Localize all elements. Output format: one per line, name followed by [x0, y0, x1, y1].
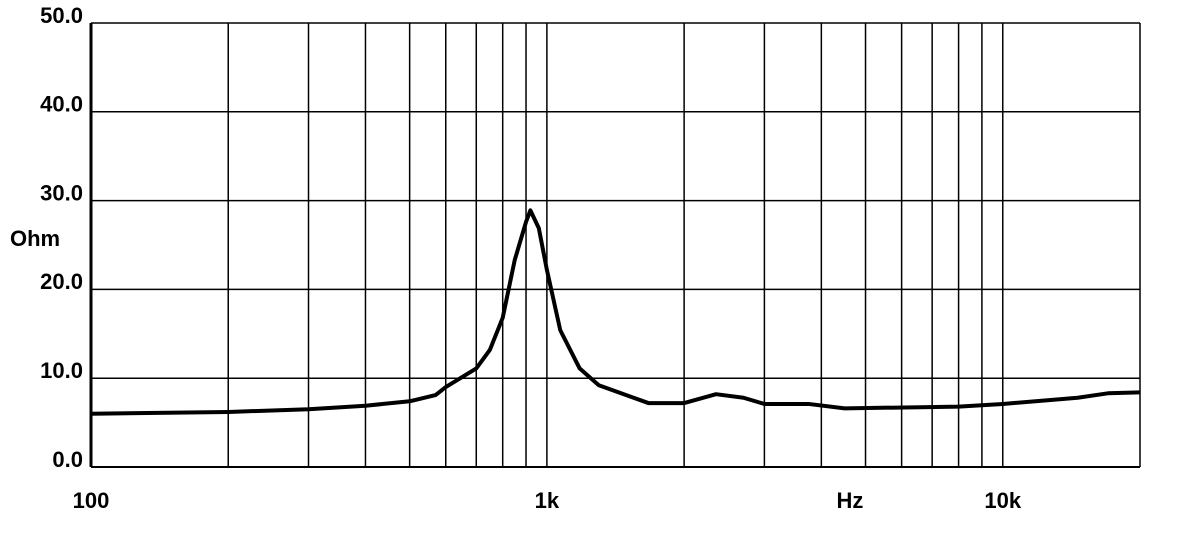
- x-tick-label: 100: [73, 488, 110, 513]
- y-tick-label: 20.0: [40, 269, 83, 294]
- x-tick-label: 10k: [984, 488, 1021, 513]
- y-tick-label: 30.0: [40, 180, 83, 205]
- x-tick-label: 1k: [535, 488, 560, 513]
- x-axis-label: Hz: [837, 488, 864, 513]
- y-axis-label: Ohm: [10, 226, 60, 251]
- y-tick-label: 0.0: [52, 447, 83, 472]
- y-tick-label: 40.0: [40, 92, 83, 117]
- impedance-curve: [90, 208, 1141, 416]
- y-tick-label: 10.0: [40, 358, 83, 383]
- y-tick-label: 50.0: [40, 3, 83, 28]
